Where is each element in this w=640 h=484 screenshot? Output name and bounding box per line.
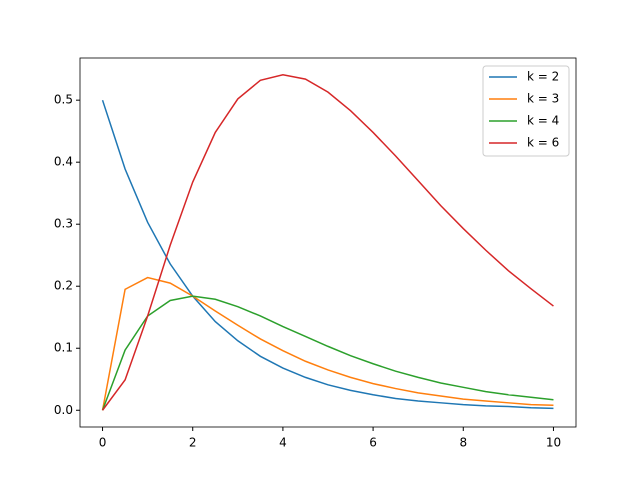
x-tick-label: 4 [279,436,287,450]
legend-label: k = 6 [527,136,559,150]
legend-label: k = 2 [527,70,559,84]
plot-frame [79,57,577,428]
series-line [101,276,554,411]
y-tick-label: 0.0 [54,403,73,417]
legend-box [482,65,570,157]
x-tick-label: 8 [459,436,467,450]
y-tick-label: 0.2 [54,279,73,293]
x-tick-label: 10 [546,436,561,450]
y-tick-label: 0.4 [54,155,73,169]
series-line [101,73,554,411]
x-tick-label: 2 [189,436,197,450]
y-tick-label: 0.3 [54,217,73,231]
x-tick-label: 0 [99,436,107,450]
series-line [101,295,554,411]
legend-label: k = 3 [527,92,559,106]
legend-label: k = 4 [527,114,559,128]
y-tick-label: 0.5 [54,93,73,107]
series-line [101,99,554,410]
x-tick-label: 6 [369,436,377,450]
y-tick-label: 0.1 [54,341,73,355]
